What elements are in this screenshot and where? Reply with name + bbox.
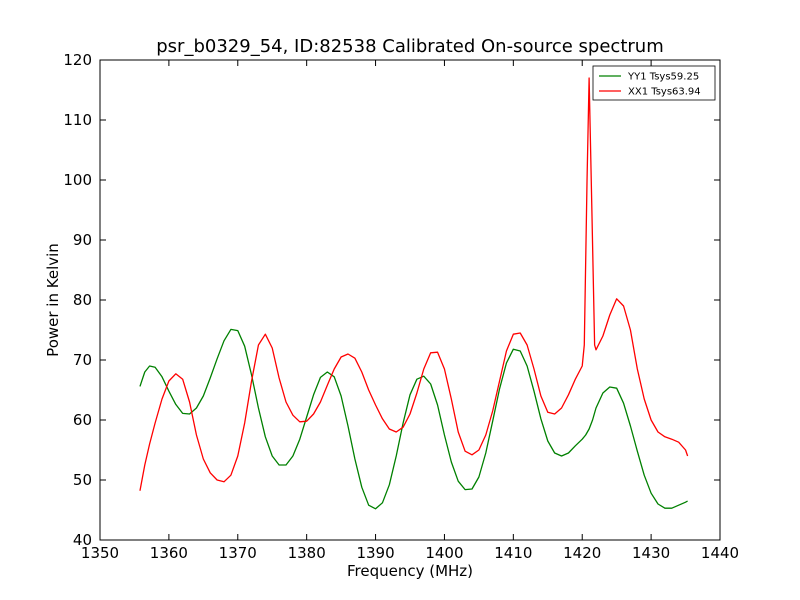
x-tick-label: 1430 [632,544,670,562]
x-tick-label: 1410 [494,544,532,562]
series-lines [139,77,689,510]
x-tick-label: 1360 [150,544,188,562]
series-line-xx1 [139,77,689,491]
y-tick-label: 70 [73,351,92,369]
legend: YY1 Tsys59.25 XX1 Tsys63.94 [592,65,716,101]
x-tick-label: 1420 [563,544,601,562]
y-tick-label: 80 [73,291,92,309]
y-tick-label: 40 [73,531,92,549]
legend-box [592,65,716,101]
y-tick-label: 100 [63,171,92,189]
legend-label-xx1: XX1 Tsys63.94 [628,87,701,98]
x-axis-label: Frequency (MHz) [347,562,473,580]
y-tick-label: 60 [73,411,92,429]
x-tick-label: 1380 [288,544,326,562]
x-tick-label: 1440 [701,544,739,562]
y-tick-label: 50 [73,471,92,489]
x-tick-label: 1390 [356,544,394,562]
series-line-yy1 [139,328,688,510]
x-tick-labels: 1350 1360 1370 1380 1390 1400 1410 1420 1430 1440 [81,544,739,562]
y-tick-label: 120 [63,51,92,69]
x-tick-label: 1400 [425,544,463,562]
y-tick-labels: 40 50 60 70 80 90 100 110 120 [63,51,92,549]
plot-area [100,60,720,540]
y-axis-label: Power in Kelvin [44,243,62,357]
chart-title: psr_b0329_54, ID:82538 Calibrated On-sou… [156,36,663,57]
y-tick-label: 90 [73,231,92,249]
y-tick-label: 110 [63,111,92,129]
legend-label-yy1: YY1 Tsys59.25 [627,72,699,83]
plot-frame [99,59,721,541]
x-tick-label: 1370 [219,544,257,562]
x-tick-label: 1350 [81,544,119,562]
